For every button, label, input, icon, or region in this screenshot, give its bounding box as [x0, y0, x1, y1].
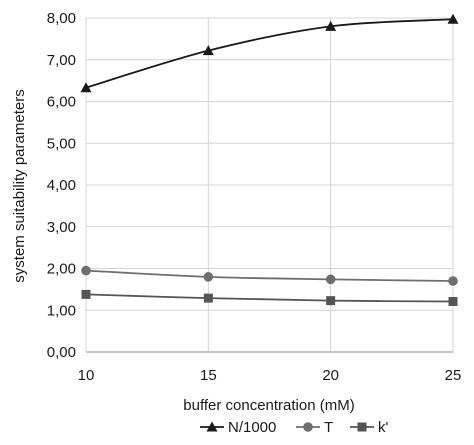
data-point	[447, 13, 459, 24]
series-1	[81, 265, 458, 286]
y-tick-label: 8,00	[47, 10, 76, 27]
data-point	[81, 265, 91, 276]
y-tick-label: 7,00	[47, 52, 76, 69]
y-tick-label: 0,00	[47, 344, 76, 361]
x-tick-label: 15	[200, 367, 217, 384]
legend-item-0: N/1000	[200, 419, 276, 436]
y-tick-label: 2,00	[47, 261, 76, 278]
series-2	[81, 289, 458, 306]
y-tick-label: 5,00	[47, 135, 76, 152]
series-layer	[80, 13, 459, 306]
data-point	[326, 296, 336, 306]
data-point	[448, 296, 458, 306]
legend-marker	[357, 422, 367, 432]
y-axis-ticks: 0,00 1,00 2,00 3,00 4,00 5,00 6,00 7,00 8,00	[47, 10, 76, 361]
legend-label: k'	[378, 419, 389, 436]
y-tick-label: 1,00	[47, 302, 76, 319]
x-tick-label: 25	[445, 367, 462, 384]
data-point	[325, 274, 336, 285]
x-tick-label: 10	[78, 367, 95, 384]
legend-item-2: k'	[350, 419, 389, 436]
legend-marker	[303, 422, 313, 432]
y-tick-label: 6,00	[47, 94, 76, 111]
x-axis-ticks: 10 15 20 25	[78, 367, 462, 384]
x-tick-label: 20	[322, 367, 339, 384]
y-tick-label: 4,00	[47, 177, 76, 194]
legend-item-1: T	[296, 419, 333, 436]
data-point	[202, 45, 214, 56]
series-0	[80, 13, 459, 93]
data-point	[448, 276, 458, 286]
data-point	[203, 293, 213, 303]
series-line	[85, 293, 454, 303]
data-point	[80, 82, 92, 93]
series-line	[85, 269, 454, 282]
y-tick-label: 3,00	[47, 219, 76, 236]
y-axis-label: system suitability parameters	[11, 89, 28, 282]
legend-label: N/1000	[228, 419, 276, 436]
data-point	[203, 272, 214, 282]
x-axis-label: buffer concentration (mM)	[183, 397, 354, 414]
data-point	[81, 289, 91, 299]
series-line	[85, 18, 454, 89]
legend-label: T	[324, 419, 333, 436]
data-point	[325, 20, 337, 31]
legend-marker	[206, 421, 218, 432]
